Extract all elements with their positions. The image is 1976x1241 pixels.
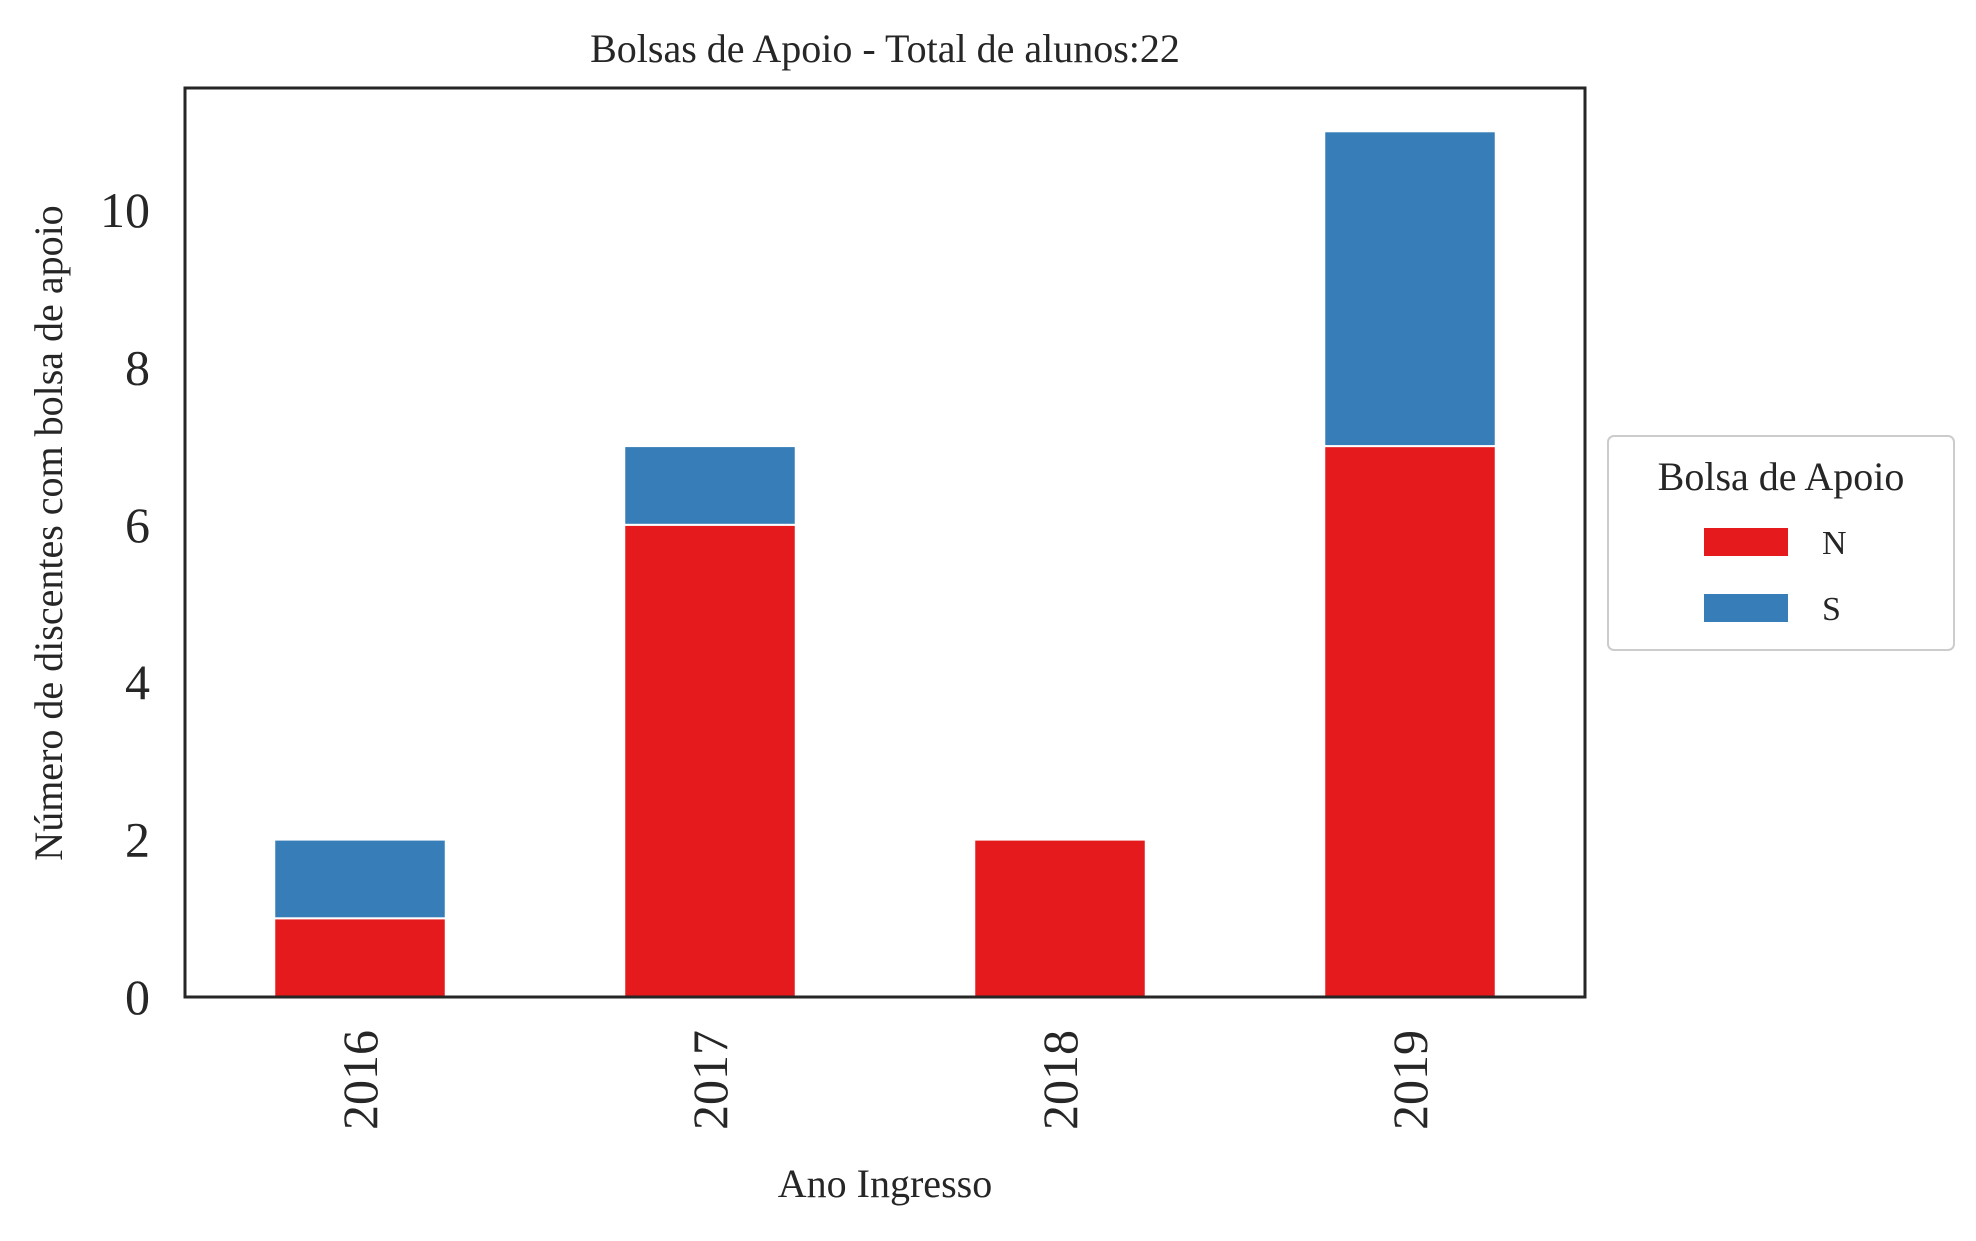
x-axis-label: Ano Ingresso — [778, 1161, 992, 1206]
legend-swatch-N — [1704, 528, 1788, 556]
y-tick-label-10: 10 — [100, 182, 150, 238]
bar-N-2019 — [1323, 445, 1497, 999]
y-tick-label-8: 8 — [125, 339, 150, 395]
x-tick-labels: 2016 2017 2018 2019 — [332, 1030, 1438, 1130]
legend: Bolsa de Apoio NS — [1607, 435, 1955, 651]
y-tick-labels: 0 2 4 6 8 10 — [100, 182, 150, 1025]
chart-title: Bolsas de Apoio - Total de alunos:22 — [590, 26, 1180, 71]
bar-S-2017 — [623, 445, 797, 526]
bar-N-2018 — [973, 838, 1147, 999]
legend-items: NS — [1704, 525, 1847, 628]
bar-S-2019 — [1323, 130, 1497, 448]
x-tick-label-2016: 2016 — [332, 1030, 388, 1130]
y-tick-label-0: 0 — [125, 969, 150, 1025]
x-tick-label-2019: 2019 — [1382, 1030, 1438, 1130]
y-tick-label-2: 2 — [125, 812, 150, 868]
bar-N-2017 — [623, 523, 797, 999]
bars-group — [273, 130, 1497, 999]
legend-label-N: N — [1822, 525, 1847, 562]
x-tick-label-2017: 2017 — [682, 1030, 738, 1130]
y-tick-label-6: 6 — [125, 497, 150, 553]
bar-N-2016 — [273, 917, 447, 999]
legend-title: Bolsa de Apoio — [1658, 454, 1905, 499]
y-axis-label: Número de discentes com bolsa de apoio — [26, 205, 71, 860]
legend-swatch-S — [1704, 594, 1788, 622]
bar-S-2016 — [273, 838, 447, 920]
legend-label-S: S — [1822, 591, 1841, 628]
x-tick-label-2018: 2018 — [1032, 1030, 1088, 1130]
y-tick-label-4: 4 — [125, 654, 150, 710]
plot-frame — [183, 86, 1587, 999]
